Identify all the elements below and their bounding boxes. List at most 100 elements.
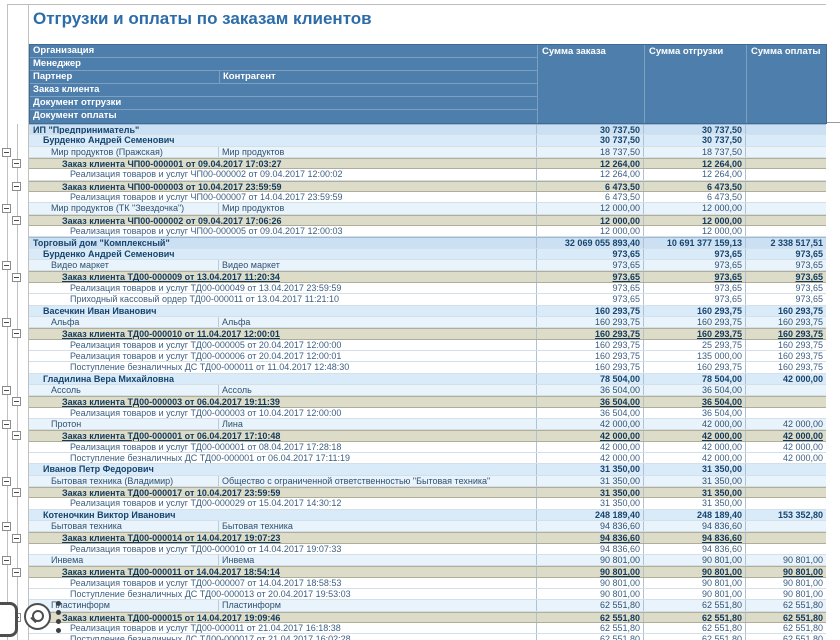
row-label-cell[interactable]: Реализация товаров и услуг ТД00-000007 о… [70, 577, 342, 588]
sum-cell[interactable] [745, 498, 826, 509]
sum-cell[interactable]: 160 293,75 [643, 329, 745, 339]
collapse-group-button[interactable] [12, 329, 21, 339]
sum-cell[interactable]: 973,65 [745, 248, 826, 260]
report-row-ord[interactable]: Заказ клиента ТД00-000015 от 14.04.2017 … [29, 611, 826, 624]
sum-cell[interactable]: 160 293,75 [536, 339, 643, 350]
sum-cell[interactable]: 160 293,75 [643, 305, 745, 316]
report-row-det[interactable]: Реализация товаров и услуг ТД00-000029 о… [29, 498, 826, 510]
sum-cell[interactable]: 160 293,75 [536, 329, 643, 339]
sum-cell[interactable]: 973,65 [536, 282, 643, 294]
sum-cell[interactable]: 94 836,60 [536, 533, 643, 543]
window-edge-button[interactable] [0, 602, 18, 637]
header-contragent[interactable]: Контрагент [219, 71, 537, 83]
sum-cell[interactable] [745, 125, 826, 135]
sum-cell[interactable]: 160 293,75 [745, 339, 826, 350]
sum-cell[interactable]: 160 293,75 [536, 362, 643, 373]
sum-cell[interactable]: 12 000,00 [643, 215, 745, 226]
collapse-group-button[interactable] [2, 261, 11, 271]
sum-cell[interactable]: 90 801,00 [643, 567, 745, 577]
partner-cell[interactable]: Бытовая техника (Владимир) [51, 475, 174, 486]
sum-cell[interactable]: 90 801,00 [536, 577, 643, 589]
sum-cell[interactable]: 31 350,00 [643, 498, 745, 509]
collapse-group-button[interactable] [12, 159, 21, 169]
report-row-ord[interactable]: Заказ клиента ТД00-000014 от 14.04.2017 … [29, 532, 826, 544]
row-label-cell[interactable]: Заказ клиента ЧП00-000003 от 10.04.2017 … [62, 181, 282, 192]
collapse-group-button[interactable] [2, 476, 11, 486]
report-row-mgr[interactable]: Котеночкин Виктор Иванович 248 189,40 248 … [29, 509, 826, 522]
row-label-cell[interactable]: Заказ клиента ТД00-000010 от 11.04.2017 … [62, 329, 280, 339]
report-row-ord[interactable]: Заказ клиента ТД00-000003 от 06.04.2017 … [29, 396, 826, 408]
sum-cell[interactable]: 62 551,80 [745, 612, 826, 623]
row-label-cell[interactable]: Реализация товаров и услуг ЧП00-000005 о… [70, 226, 343, 237]
sum-cell[interactable]: 42 000,00 [643, 431, 745, 441]
sum-cell[interactable]: 90 801,00 [536, 589, 643, 600]
collapse-group-button[interactable] [12, 181, 21, 191]
sum-cell[interactable]: 42 000,00 [745, 452, 826, 464]
report-row-det[interactable]: Реализация товаров и услуг ТД00-000007 о… [29, 577, 826, 590]
sum-cell[interactable] [745, 397, 826, 407]
sum-cell[interactable]: 248 189,40 [643, 509, 745, 521]
collapse-group-button[interactable] [12, 567, 21, 577]
sum-cell[interactable]: 6 473,50 [536, 181, 643, 192]
partner-cell[interactable]: Видео маркет [51, 260, 109, 271]
sum-cell[interactable]: 42 000,00 [536, 431, 643, 441]
report-row-mgr[interactable]: Бурденко Андрей Семенович 30 737,50 30 737… [29, 135, 826, 147]
report-row-prt[interactable]: Бытовая техника (Владимир) Общество с огр… [29, 475, 826, 487]
sum-cell[interactable]: 94 836,60 [643, 543, 745, 555]
row-label-cell[interactable]: Иванов Петр Федорович [43, 464, 154, 475]
sum-cell[interactable]: 973,65 [745, 260, 826, 271]
row-label-cell[interactable]: Бурденко Андрей Семенович [43, 135, 175, 146]
row-label-cell[interactable]: Заказ клиента ТД00-000001 от 06.04.2017 … [62, 431, 281, 441]
sum-cell[interactable]: 12 000,00 [536, 203, 643, 214]
partner-cell[interactable]: Альфа [51, 316, 80, 327]
sum-cell[interactable]: 12 264,00 [643, 169, 745, 180]
report-row-det[interactable]: Реализация товаров и услуг ЧП00-000002 о… [29, 169, 826, 181]
report-row-det[interactable]: Реализация товаров и услуг ТД00-000049 о… [29, 282, 826, 295]
sum-cell[interactable]: 62 551,80 [536, 612, 643, 623]
sum-cell[interactable]: 62 551,80 [643, 623, 745, 634]
row-label-cell[interactable]: Поступление безналичных ДС ТД00-000001 о… [70, 452, 350, 463]
sum-cell[interactable]: 42 000,00 [745, 431, 826, 441]
row-label-cell[interactable]: Реализация товаров и услуг ЧП00-000002 о… [70, 169, 343, 180]
report-row-ord[interactable]: Заказ клиента ЧП00-000001 от 09.04.2017 … [29, 158, 826, 170]
partner-cell[interactable]: Инвема [51, 555, 84, 566]
sum-cell[interactable]: 973,65 [643, 248, 745, 260]
sum-cell[interactable]: 160 293,75 [643, 362, 745, 373]
report-row-prt[interactable]: Мир продуктов (Пражская) Мир продуктов 18 … [29, 146, 826, 159]
report-row-prt[interactable]: Бытовая техника Бытовая техника 94 836,60 9… [29, 521, 826, 533]
header-manager[interactable]: Менеджер [30, 58, 537, 71]
sum-cell[interactable] [745, 475, 826, 486]
report-row-ord[interactable]: Заказ клиента ТД00-000001 от 06.04.2017 … [29, 430, 826, 442]
sum-cell[interactable]: 160 293,75 [745, 316, 826, 328]
report-row-det[interactable]: Поступление безналичных ДС ТД00-000001 о… [29, 452, 826, 465]
partner-cell[interactable]: Мир продуктов (ТК "Звездочка") [51, 203, 185, 214]
report-row-prt[interactable]: Инвема Инвема 90 801,00 90 801,00 90 801,00 [29, 555, 826, 567]
sum-cell[interactable]: 36 504,00 [643, 407, 745, 418]
sum-cell[interactable]: 94 836,60 [536, 521, 643, 532]
report-row-prt[interactable]: Пластинформ Пластинформ 62 551,80 62 551,80… [29, 600, 826, 612]
sum-cell[interactable]: 42 000,00 [745, 418, 826, 430]
sum-cell[interactable]: 62 551,80 [745, 634, 826, 640]
report-row-mgr[interactable]: Бурденко Андрей Семенович 973,65 973,65 973… [29, 248, 826, 261]
row-label-cell[interactable]: ИП "Предприниматель" [33, 125, 140, 135]
sum-cell[interactable] [745, 146, 826, 158]
sum-cell[interactable]: 160 293,75 [643, 316, 745, 328]
sum-cell[interactable] [745, 407, 826, 418]
row-label-cell[interactable]: Реализация товаров и услуг ТД00-000029 о… [70, 498, 342, 509]
sum-cell[interactable]: 160 293,75 [745, 350, 826, 362]
sum-cell[interactable] [745, 543, 826, 555]
sum-cell[interactable]: 42 000,00 [745, 441, 826, 452]
sum-cell[interactable]: 30 737,50 [536, 125, 643, 135]
report-row-mgr[interactable]: Иванов Петр Федорович 31 350,00 31 350,00 [29, 464, 826, 476]
report-row-det[interactable]: Приходный кассовый ордер ТД00-000011 от … [29, 294, 826, 306]
sum-cell[interactable]: 160 293,75 [745, 362, 826, 373]
report-row-prt[interactable]: Протон Лина 42 000,00 42 000,00 42 000,00 [29, 418, 826, 431]
row-label-cell[interactable]: Реализация товаров и услуг ТД00-000005 о… [70, 339, 342, 350]
sum-cell[interactable]: 90 801,00 [745, 589, 826, 600]
sum-cell[interactable]: 42 000,00 [536, 418, 643, 430]
sum-cell[interactable]: 973,65 [745, 272, 826, 282]
sum-cell[interactable]: 30 737,50 [643, 135, 745, 146]
contragent-cell[interactable]: Пластинформ [218, 600, 536, 611]
contragent-cell[interactable]: Мир продуктов [218, 146, 536, 158]
report-row-ord[interactable]: Заказ клиента ТД00-000009 от 13.04.2017 … [29, 271, 826, 283]
